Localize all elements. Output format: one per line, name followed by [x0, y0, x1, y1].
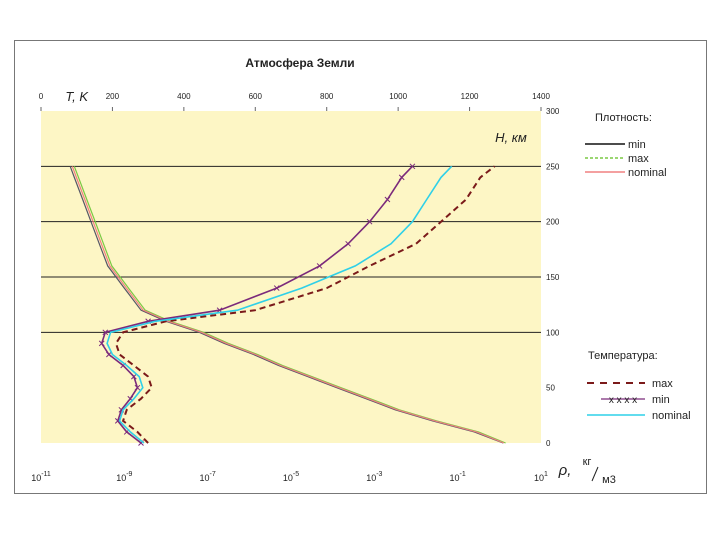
temperature-min-marker: [273, 285, 280, 291]
bottom-axis-unit-num: кг: [583, 456, 592, 468]
bottom-tick--5: 10-5: [283, 471, 299, 483]
top-tick-1400: 1400: [532, 92, 550, 101]
legend-density-title: Плотность:: [595, 112, 652, 124]
top-tick-600: 600: [249, 92, 263, 101]
temperature-line-max: [114, 165, 496, 444]
chart-frame: Атмосфера Земли 0 200 400 600 800 1000 1200 1400…: [14, 40, 707, 494]
top-tick-1000: 1000: [389, 92, 407, 101]
y-tick-50: 50: [546, 384, 555, 393]
temperature-min-marker: [398, 174, 405, 181]
temperature-line-nominal: [106, 165, 453, 444]
legend-temperature-label-nominal: nominal: [652, 410, 691, 422]
top-tick-200: 200: [106, 92, 120, 101]
top-tick-800: 800: [320, 92, 334, 101]
bottom-tick--3: 10-3: [366, 471, 382, 483]
bottom-tick-1: 101: [534, 471, 548, 483]
y-tick-200: 200: [546, 218, 560, 227]
temperature-min-marker: [366, 218, 373, 225]
y-axis-label: H, км: [495, 130, 527, 145]
bottom-axis-rho: ρ,: [558, 462, 572, 479]
bottom-tick--7: 10-7: [200, 471, 216, 483]
legend-density-label-nominal: nominal: [628, 167, 667, 179]
density-line-max: [73, 166, 506, 444]
bottom-tick--1: 10-1: [450, 471, 466, 483]
temperature-min-marker: [131, 373, 137, 380]
bottom-axis-unit-slash: [591, 466, 599, 482]
legend-temperature-label-max: max: [652, 378, 673, 390]
density-line-nominal: [71, 166, 505, 444]
top-axis-label: T, K: [65, 89, 89, 104]
temperature-min-marker: [345, 240, 351, 247]
legend-temperature-title: Температура:: [588, 350, 658, 362]
legend-temperature-label-min: min: [652, 394, 670, 406]
temperature-min-marker: [98, 340, 105, 347]
top-tick-1200: 1200: [461, 92, 479, 101]
chart-title: Атмосфера Земли: [245, 56, 354, 70]
temperature-min-marker: [102, 329, 109, 336]
legend-temperature-marker-min: x x x x: [609, 395, 637, 406]
temperature-min-marker: [409, 163, 416, 170]
bottom-axis-unit-den: м3: [602, 474, 616, 486]
legend-density-label-max: max: [628, 153, 649, 165]
density-line-min: [69, 166, 504, 444]
temperature-min-marker: [316, 263, 323, 269]
y-tick-150: 150: [546, 273, 560, 282]
bottom-tick--11: 10-11: [31, 471, 51, 483]
top-tick-0: 0: [39, 92, 44, 101]
top-tick-400: 400: [177, 92, 191, 101]
y-tick-300: 300: [546, 107, 560, 116]
temperature-min-marker: [134, 384, 141, 391]
temperature-min-marker: [106, 351, 112, 358]
y-tick-0: 0: [546, 439, 551, 448]
y-tick-100: 100: [546, 328, 560, 337]
legend-density-label-min: min: [628, 139, 646, 151]
temperature-min-marker: [384, 196, 391, 203]
y-tick-250: 250: [546, 162, 560, 171]
bottom-tick--9: 10-9: [116, 471, 132, 483]
